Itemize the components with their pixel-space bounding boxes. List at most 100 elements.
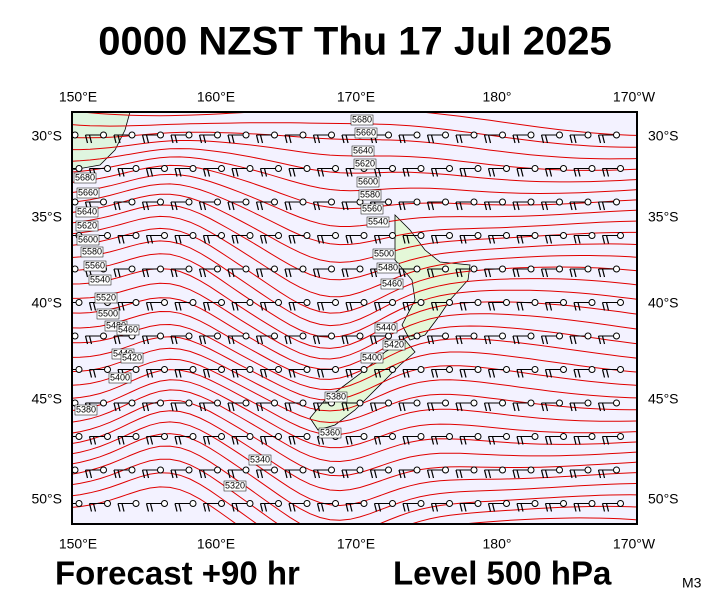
station (560, 232, 567, 239)
barb-feather (292, 503, 296, 512)
barb-feather (491, 168, 496, 177)
station (556, 265, 563, 273)
station (161, 500, 168, 507)
station (588, 232, 596, 239)
station (474, 433, 482, 440)
barb-feather (288, 335, 292, 345)
barb-feather (455, 469, 459, 479)
lat-label-right: 30°S (648, 128, 679, 144)
barb-feather (573, 436, 577, 445)
barb-feather (349, 369, 353, 378)
station (242, 466, 250, 474)
barb-feather (516, 503, 520, 512)
station (385, 131, 392, 139)
barb-feather (121, 436, 125, 445)
barb-feather (259, 335, 264, 345)
barb-feather (540, 469, 545, 479)
station (299, 466, 307, 474)
barb-feather (202, 436, 207, 445)
barb-feather (487, 503, 492, 512)
contour-label-box (380, 278, 404, 290)
contour-line (72, 369, 637, 436)
barb-feather (174, 469, 178, 479)
contour-line (72, 445, 637, 524)
barb-feather (206, 369, 211, 378)
barb-feather (235, 503, 239, 512)
barb-feather (548, 302, 553, 311)
contour-label: 5600 (78, 234, 98, 244)
map-frame (71, 111, 638, 525)
barb-feather (113, 268, 117, 278)
station (588, 165, 596, 172)
barb-feather (459, 268, 463, 278)
contour-label-box (318, 427, 342, 439)
station (157, 332, 164, 340)
barb-feather (491, 369, 496, 378)
barb-feather (121, 302, 125, 311)
barb-feather (398, 268, 402, 278)
barb-feather (312, 402, 317, 412)
barb-feather (544, 335, 549, 345)
barb-feather (227, 402, 231, 412)
barb-feather (284, 335, 288, 345)
barb-feather (402, 369, 406, 378)
station (584, 466, 592, 474)
barb-feather (463, 302, 467, 311)
station (189, 500, 197, 507)
barb-feather (516, 436, 520, 445)
contour-label-box (374, 322, 398, 334)
station (303, 500, 311, 507)
lon-label-bottom: 160°E (197, 536, 235, 552)
barb-feather (170, 201, 174, 211)
contour-label: 5460 (118, 324, 138, 334)
barb-feather (231, 134, 235, 144)
barb-feather (516, 335, 520, 345)
contour-label-box (96, 308, 120, 320)
barb-feather (121, 235, 125, 244)
barb-feather (141, 335, 146, 345)
lon-label-top: 170°W (613, 89, 656, 105)
barb-feather (61, 370, 63, 378)
station (242, 399, 250, 407)
barb-feather (227, 201, 231, 211)
barb-feather (259, 402, 264, 412)
contour-line (72, 379, 637, 449)
station (613, 131, 620, 139)
contour-line (72, 486, 238, 524)
barb-feather (430, 134, 435, 144)
barb-feather (288, 268, 292, 278)
station (531, 165, 539, 172)
station (104, 366, 111, 373)
barb-feather (569, 134, 573, 144)
barb-feather (345, 369, 349, 378)
barb-feather (316, 369, 321, 378)
contour-label-box (73, 172, 97, 184)
station (385, 198, 392, 206)
barb-feather (65, 504, 67, 512)
barb-feather (577, 503, 581, 512)
barb-feather (149, 235, 154, 244)
barb-feather (284, 268, 288, 278)
station (328, 131, 335, 139)
barb-feather (284, 402, 288, 412)
contour-line (75, 112, 637, 136)
barb-feather (178, 436, 182, 445)
barb-feather (263, 503, 268, 512)
barb-feather (235, 369, 239, 378)
station (161, 165, 168, 172)
barb-feather (145, 268, 150, 278)
lon-label-bottom: 150°E (59, 536, 97, 552)
barb-feather (117, 302, 121, 311)
barb-feather (316, 402, 321, 412)
station (75, 299, 83, 306)
barb-feather (605, 302, 610, 311)
station (185, 131, 193, 139)
barb-feather (312, 134, 317, 144)
station (157, 399, 164, 407)
station (75, 500, 83, 507)
contour-label: 5440 (376, 322, 396, 332)
station (75, 433, 83, 440)
station (527, 332, 535, 340)
barb-feather (597, 402, 602, 412)
contour-line (72, 472, 637, 524)
